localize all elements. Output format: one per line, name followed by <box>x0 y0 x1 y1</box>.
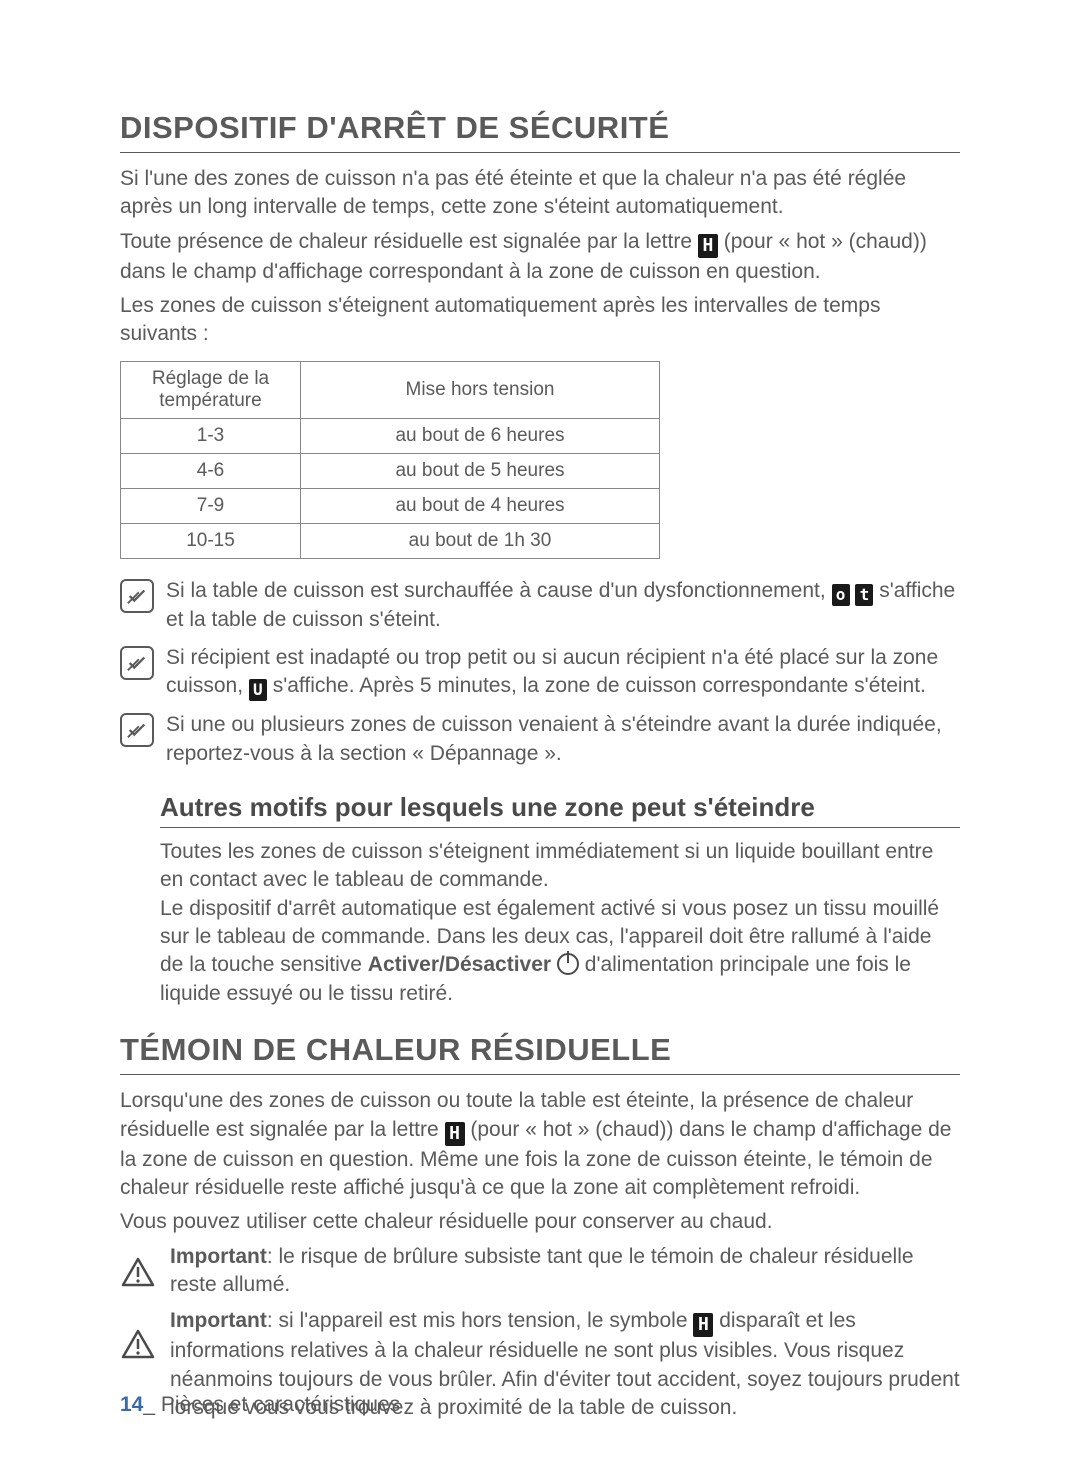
body-text: Lorsqu'une des zones de cuisson ou toute… <box>120 1087 960 1202</box>
text-paragraph: Le dispositif d'arrêt automatique est ég… <box>160 895 960 1008</box>
body-text: Toute présence de chaleur résiduelle est… <box>120 228 960 286</box>
footer-section-name: Pièces et caractéristiques <box>161 1393 400 1416</box>
table-cell: 7-9 <box>121 488 301 523</box>
text-bold: Activer/Désactiver <box>368 953 551 976</box>
note-text: Si une ou plusieurs zones de cuisson ven… <box>166 711 960 768</box>
text-bold: Important <box>170 1309 267 1332</box>
text-fragment: : le risque de brûlure subsiste tant que… <box>170 1245 914 1296</box>
table-cell: au bout de 6 heures <box>301 418 660 453</box>
checkmark-icon <box>126 652 148 674</box>
info-note: Si une ou plusieurs zones de cuisson ven… <box>120 711 960 768</box>
table-header-row: Réglage de la température Mise hors tens… <box>121 361 660 418</box>
text-fragment: Toute présence de chaleur résiduelle est… <box>120 230 698 253</box>
hot-indicator-icon: H <box>445 1122 465 1146</box>
footer-separator: _ <box>143 1393 161 1416</box>
checkmark-icon <box>126 585 148 607</box>
hot-indicator-icon: H <box>693 1313 713 1337</box>
checkmark-icon <box>126 719 148 741</box>
page-number: 14 <box>120 1393 143 1416</box>
info-note: Si récipient est inadapté ou trop petit … <box>120 644 960 701</box>
power-icon <box>557 953 579 975</box>
table-cell: au bout de 4 heures <box>301 488 660 523</box>
text-fragment: Si la table de cuisson est surchauffée à… <box>166 579 832 602</box>
info-note: Si la table de cuisson est surchauffée à… <box>120 577 960 634</box>
table-row: 7-9 au bout de 4 heures <box>121 488 660 523</box>
warning-icon <box>120 1257 156 1287</box>
subsection-heading: Autres motifs pour lesquels une zone peu… <box>160 792 960 828</box>
text-fragment: : si l'appareil est mis hors tension, le… <box>267 1309 694 1332</box>
table-header-cell: Réglage de la température <box>121 361 301 418</box>
table-cell: au bout de 1h 30 <box>301 523 660 558</box>
body-text: Toutes les zones de cuisson s'éteignent … <box>160 838 960 1008</box>
table-cell: 10-15 <box>121 523 301 558</box>
text-fragment: s'affiche. Après 5 minutes, la zone de c… <box>273 674 926 697</box>
table-cell: 1-3 <box>121 418 301 453</box>
note-icon <box>120 646 154 680</box>
warning-text: Important: le risque de brûlure subsiste… <box>170 1243 960 1300</box>
shutoff-table: Réglage de la température Mise hors tens… <box>120 361 660 559</box>
table-row: 1-3 au bout de 6 heures <box>121 418 660 453</box>
error-code-icon: U <box>249 679 267 701</box>
table-row: 4-6 au bout de 5 heures <box>121 453 660 488</box>
page-footer: 14_ Pièces et caractéristiques <box>120 1393 400 1417</box>
section-heading: DISPOSITIF D'ARRÊT DE SÉCURITÉ <box>120 110 960 153</box>
warning-icon <box>120 1329 156 1359</box>
note-icon <box>120 579 154 613</box>
table-cell: 4-6 <box>121 453 301 488</box>
table-cell: au bout de 5 heures <box>301 453 660 488</box>
body-text: Si l'une des zones de cuisson n'a pas ét… <box>120 165 960 222</box>
note-text: Si la table de cuisson est surchauffée à… <box>166 577 960 634</box>
note-text: Si récipient est inadapté ou trop petit … <box>166 644 960 701</box>
hot-indicator-icon: H <box>698 234 718 258</box>
warning-note: Important: le risque de brûlure subsiste… <box>120 1243 960 1300</box>
text-bold: Important <box>170 1245 267 1268</box>
note-icon <box>120 713 154 747</box>
table-row: 10-15 au bout de 1h 30 <box>121 523 660 558</box>
body-text: Vous pouvez utiliser cette chaleur résid… <box>120 1208 960 1236</box>
body-text: Les zones de cuisson s'éteignent automat… <box>120 292 960 349</box>
error-code-icon: o <box>832 584 850 606</box>
text-paragraph: Toutes les zones de cuisson s'éteignent … <box>160 838 960 895</box>
section-heading: TÉMOIN DE CHALEUR RÉSIDUELLE <box>120 1032 960 1075</box>
table-header-cell: Mise hors tension <box>301 361 660 418</box>
error-code-icon: t <box>855 584 873 606</box>
